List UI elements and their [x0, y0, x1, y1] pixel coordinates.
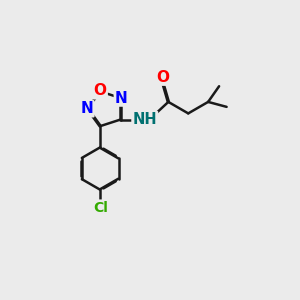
- Text: NH: NH: [132, 112, 157, 127]
- Text: O: O: [156, 70, 169, 85]
- Text: O: O: [94, 83, 107, 98]
- Text: Cl: Cl: [93, 201, 108, 214]
- Text: N: N: [81, 101, 93, 116]
- Text: N: N: [115, 91, 128, 106]
